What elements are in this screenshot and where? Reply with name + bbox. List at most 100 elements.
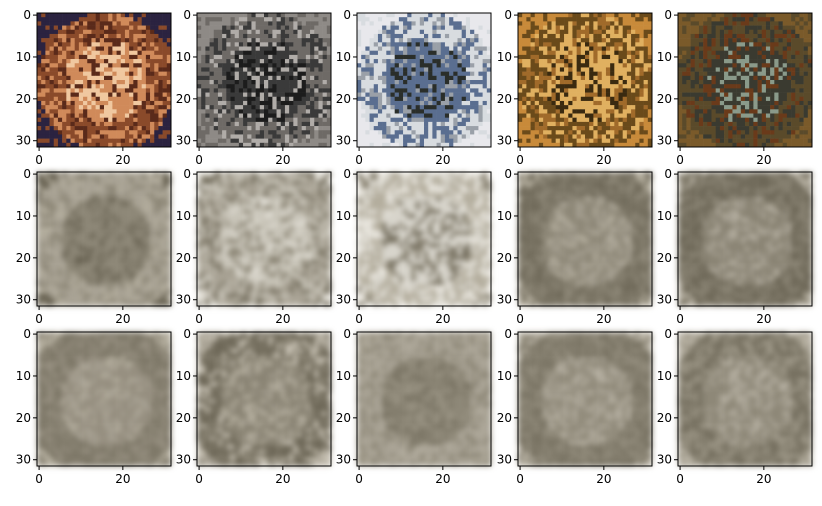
image-cell — [129, 96, 134, 102]
image-cell — [53, 113, 59, 118]
image-cell — [386, 46, 391, 51]
image-cell — [276, 84, 282, 89]
image-cell — [243, 21, 248, 26]
image-cell — [112, 121, 117, 127]
image-cell — [74, 109, 80, 114]
image-cell — [209, 50, 215, 56]
image-cell — [104, 29, 109, 35]
image-cell — [264, 130, 269, 135]
image-cell — [158, 138, 163, 144]
image-cell — [643, 121, 649, 127]
image-cell — [112, 113, 117, 118]
image-cell — [419, 29, 425, 35]
image-cell — [614, 21, 619, 26]
image-cell — [217, 42, 223, 47]
image-cell — [698, 109, 704, 114]
image-cell — [622, 17, 628, 22]
image-cell — [78, 96, 84, 102]
image-cell — [95, 113, 101, 118]
image-cell — [601, 38, 607, 43]
image-cell — [145, 84, 151, 89]
image-cell — [643, 46, 649, 51]
image-cell — [707, 117, 712, 123]
image-cell — [647, 96, 653, 102]
image-cell — [154, 96, 159, 102]
image-cell — [255, 46, 261, 51]
image-cell — [694, 46, 700, 51]
image-cell — [95, 33, 101, 39]
image-cell — [116, 142, 122, 148]
image-cell — [518, 84, 523, 89]
image-cell — [470, 50, 475, 56]
image-cell — [91, 138, 96, 144]
image-cell — [205, 67, 210, 72]
image-cell — [398, 67, 404, 72]
image-cell — [444, 21, 450, 26]
image-cell — [45, 121, 50, 127]
image-cell — [745, 67, 750, 72]
image-cell — [555, 105, 561, 110]
image-cell — [137, 80, 142, 85]
image-cell — [444, 71, 450, 77]
image-cell — [707, 54, 712, 60]
image-cell — [807, 29, 813, 35]
image-cell — [53, 96, 59, 102]
image-cell — [272, 88, 277, 93]
image-cell — [205, 54, 210, 60]
image-cell — [428, 25, 433, 31]
image-cell — [580, 17, 586, 22]
image-cell — [478, 17, 483, 22]
image-cell — [415, 63, 421, 68]
image-cell — [457, 63, 462, 68]
image-cell — [522, 100, 527, 106]
image-cell — [778, 84, 783, 89]
image-cell — [322, 96, 328, 102]
image-cell — [807, 63, 813, 68]
image-cell — [707, 109, 712, 114]
image-cell — [589, 117, 594, 123]
image-cell — [470, 138, 475, 144]
image-cell — [357, 138, 362, 144]
image-cell — [255, 63, 261, 68]
image-cell — [639, 100, 644, 106]
image-cell — [711, 67, 716, 72]
axes-frame — [36, 12, 172, 148]
image-cell — [715, 38, 721, 43]
image-cell — [647, 134, 653, 139]
image-cell — [268, 38, 273, 43]
image-cell — [234, 38, 240, 43]
image-cell — [407, 117, 412, 123]
image-cell — [226, 42, 231, 47]
image-cell — [761, 117, 767, 123]
image-cell — [280, 117, 286, 123]
image-cell — [690, 25, 696, 31]
image-cell — [259, 38, 265, 43]
image-cell — [318, 113, 323, 118]
image-cell — [585, 67, 590, 72]
image-cell — [782, 59, 788, 64]
image-cell — [770, 17, 775, 22]
image-cell — [377, 84, 383, 89]
image-cell — [614, 25, 619, 31]
image-cell — [124, 109, 130, 114]
image-cell — [568, 33, 573, 39]
image-cell — [482, 42, 488, 47]
image-cell — [589, 71, 594, 77]
image-cell — [280, 50, 286, 56]
image-cell — [243, 100, 248, 106]
image-cell — [373, 33, 379, 39]
image-cell — [62, 21, 67, 26]
image-cell — [116, 59, 122, 64]
image-cell — [166, 75, 172, 81]
image-cell — [272, 134, 277, 139]
image-cell — [686, 46, 691, 51]
image-cell — [268, 67, 273, 72]
image-cell — [78, 13, 84, 18]
image-cell — [745, 54, 750, 60]
image-cell — [453, 29, 458, 35]
image-cell — [318, 126, 323, 131]
image-cell — [129, 126, 134, 131]
image-cell — [87, 46, 92, 51]
image-cell — [568, 42, 573, 47]
image-cell — [259, 113, 265, 118]
